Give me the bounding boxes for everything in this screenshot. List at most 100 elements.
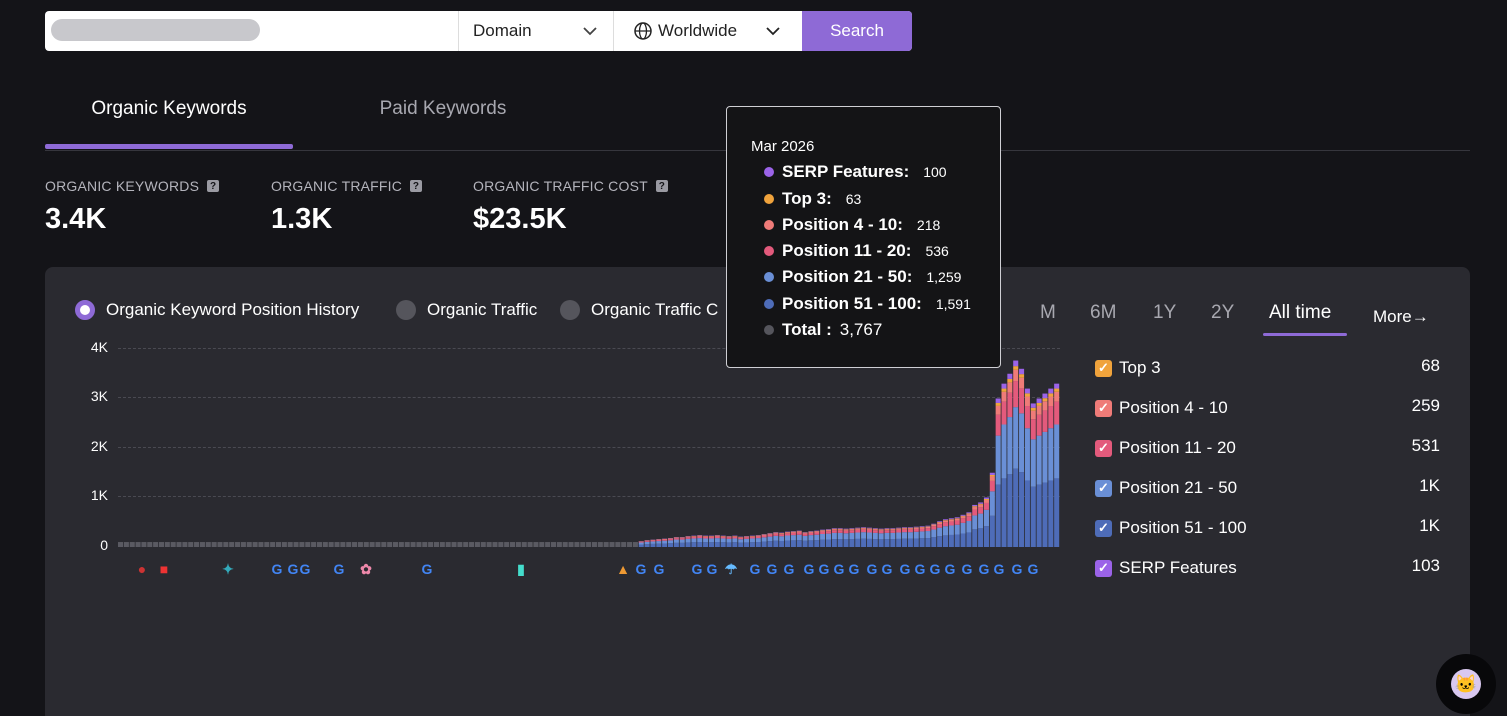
google-update-icon[interactable]: G: [271, 561, 283, 577]
bar-segment[interactable]: [931, 537, 937, 547]
bar-segment[interactable]: [948, 519, 954, 520]
bar-segment[interactable]: [995, 484, 1001, 547]
bar-segment[interactable]: [796, 540, 802, 547]
bar-segment[interactable]: [849, 539, 855, 547]
bar-segment[interactable]: [1036, 402, 1042, 406]
bar-segment[interactable]: [550, 542, 557, 547]
bar-segment[interactable]: [644, 540, 650, 542]
bar-segment[interactable]: [609, 542, 615, 547]
legend-position-51-100[interactable]: ✓ Position 51 - 100: [1095, 518, 1247, 538]
bar-segment[interactable]: [738, 537, 744, 538]
bar-segment[interactable]: [831, 530, 837, 533]
bar-segment[interactable]: [942, 535, 949, 547]
bar-segment[interactable]: [1019, 472, 1025, 547]
bar-segment[interactable]: [744, 537, 750, 539]
bar-segment[interactable]: [556, 542, 562, 547]
bar-segment[interactable]: [802, 532, 808, 534]
bar-segment[interactable]: [1013, 360, 1019, 367]
bar-segment[interactable]: [439, 542, 445, 547]
bar-segment[interactable]: [738, 537, 744, 540]
bar-segment[interactable]: [1030, 419, 1036, 440]
bar-segment[interactable]: [919, 526, 925, 527]
bar-segment[interactable]: [779, 540, 785, 547]
bar-segment[interactable]: [732, 536, 738, 539]
bar-segment[interactable]: [790, 540, 796, 547]
google-update-icon[interactable]: G: [783, 561, 795, 577]
bar-segment[interactable]: [902, 532, 908, 539]
bar-segment[interactable]: [837, 529, 843, 531]
bar-segment[interactable]: [667, 539, 674, 541]
bar-segment[interactable]: [726, 542, 732, 547]
range-1y[interactable]: 1Y: [1153, 302, 1177, 323]
bar-segment[interactable]: [978, 513, 984, 529]
bar-segment[interactable]: [486, 542, 492, 547]
bar-segment[interactable]: [837, 528, 843, 529]
bar-segment[interactable]: [843, 539, 849, 547]
bar-segment[interactable]: [913, 538, 919, 547]
bar-segment[interactable]: [966, 513, 972, 515]
bar-segment[interactable]: [732, 542, 738, 547]
bar-segment[interactable]: [978, 503, 984, 505]
google-update-icon[interactable]: G: [993, 561, 1005, 577]
range-2y[interactable]: 2Y: [1211, 302, 1235, 323]
bar-segment[interactable]: [878, 530, 884, 534]
bar-segment[interactable]: [293, 542, 299, 547]
bar-segment[interactable]: [820, 534, 826, 540]
bar-segment[interactable]: [902, 529, 908, 533]
bar-segment[interactable]: [1054, 388, 1060, 392]
range-6m[interactable]: 6M: [1090, 302, 1117, 323]
bar-segment[interactable]: [855, 527, 861, 529]
bar-segment[interactable]: [275, 542, 282, 547]
bar-segment[interactable]: [978, 502, 984, 504]
bar-segment[interactable]: [966, 516, 972, 522]
range-m[interactable]: M: [1040, 302, 1056, 323]
bar-segment[interactable]: [960, 533, 966, 547]
bar-segment[interactable]: [1024, 393, 1030, 397]
range-all-time[interactable]: All time: [1269, 302, 1332, 323]
bar-segment[interactable]: [744, 538, 750, 543]
bar-segment[interactable]: [942, 526, 949, 536]
bar-segment[interactable]: [878, 528, 884, 530]
bar-segment[interactable]: [978, 507, 984, 514]
google-update-icon[interactable]: G: [818, 561, 830, 577]
bar-segment[interactable]: [199, 542, 205, 547]
bar-segment[interactable]: [983, 502, 989, 510]
bar-segment[interactable]: [1030, 486, 1036, 547]
bar-segment[interactable]: [884, 532, 890, 540]
bar-segment[interactable]: [907, 528, 913, 530]
bar-segment[interactable]: [235, 542, 241, 547]
bar-segment[interactable]: [1048, 480, 1054, 547]
bar-segment[interactable]: [457, 542, 463, 547]
bar-segment[interactable]: [1036, 414, 1042, 436]
bar-segment[interactable]: [738, 539, 744, 543]
bar-segment[interactable]: [884, 530, 890, 533]
bar-segment[interactable]: [972, 515, 978, 530]
google-update-icon[interactable]: G: [899, 561, 911, 577]
google-update-icon[interactable]: G: [653, 561, 665, 577]
bar-segment[interactable]: [632, 542, 638, 547]
bar-segment[interactable]: [270, 542, 276, 547]
bar-segment[interactable]: [305, 542, 311, 547]
bar-segment[interactable]: [948, 521, 954, 526]
bar-segment[interactable]: [849, 530, 855, 533]
bar-segment[interactable]: [118, 542, 124, 547]
bar-segment[interactable]: [825, 530, 832, 532]
bar-segment[interactable]: [603, 542, 609, 547]
bar-segment[interactable]: [937, 527, 943, 537]
bar-segment[interactable]: [662, 540, 668, 544]
bar-segment[interactable]: [392, 542, 399, 547]
google-update-icon[interactable]: G: [635, 561, 647, 577]
bar-segment[interactable]: [1007, 382, 1013, 393]
bar-segment[interactable]: [504, 542, 510, 547]
tab-organic-keywords[interactable]: Organic Keywords: [91, 98, 247, 119]
bar-segment[interactable]: [644, 541, 650, 545]
bar-segment[interactable]: [925, 526, 931, 529]
bar-segment[interactable]: [240, 542, 246, 547]
bar-segment[interactable]: [802, 540, 808, 547]
bar-segment[interactable]: [1007, 392, 1013, 418]
bar-segment[interactable]: [837, 530, 843, 533]
google-update-icon[interactable]: G: [929, 561, 941, 577]
bar-segment[interactable]: [568, 542, 574, 547]
event-icon[interactable]: ●: [137, 561, 147, 577]
bar-segment[interactable]: [907, 532, 913, 539]
